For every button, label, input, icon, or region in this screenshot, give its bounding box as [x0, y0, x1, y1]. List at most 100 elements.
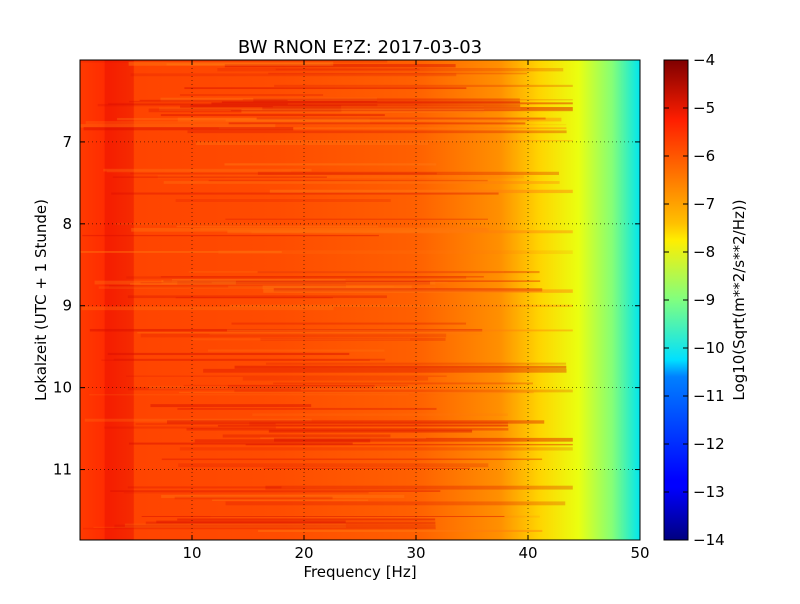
spectrogram-streak [106, 170, 292, 173]
spectrogram-streak [208, 179, 488, 182]
spectrogram-streak [188, 271, 505, 273]
spectrogram-streak [274, 84, 573, 87]
spectrogram-streak [83, 127, 294, 131]
spectrogram-streak [203, 368, 567, 373]
spectrogram-streak [131, 228, 489, 232]
spectrogram-streak [81, 306, 334, 311]
spectrogram-streak [141, 515, 505, 517]
spectrogram-streak [176, 225, 379, 228]
spectrogram-streak [195, 141, 429, 146]
spectrogram-streak [269, 189, 573, 194]
spectrogram-streak [207, 349, 385, 352]
spectrogram-streak [161, 280, 436, 284]
spectrogram-streak [224, 64, 456, 68]
y-tick-label: 11 [53, 461, 72, 479]
spectrogram-streak [113, 358, 386, 361]
spectrogram-streak [224, 163, 437, 166]
spectrogram-streak [222, 434, 391, 438]
spectrogram-streak [228, 285, 394, 288]
spectrogram-streak [234, 365, 567, 369]
spectrogram-streak [218, 250, 573, 254]
spectrogram-streak [93, 526, 347, 529]
spectrogram-streak [129, 100, 378, 103]
spectrogram-streak [163, 181, 560, 184]
spectrogram-streak [268, 72, 528, 75]
spectrogram-streak [114, 223, 274, 225]
spectrogram-streak [274, 140, 573, 142]
spectrogram-streak [82, 234, 379, 237]
spectrogram-streak [230, 110, 573, 112]
spectrogram-streak [140, 282, 346, 284]
spectrogram-streak [274, 437, 573, 442]
spectrogram-streak [159, 107, 521, 111]
plot-frame [79, 59, 641, 541]
spectrogram-streak [217, 424, 509, 427]
spectrogram-streak [262, 107, 573, 111]
spectrogram-streak [184, 87, 467, 90]
spectrogram-streak [156, 520, 346, 524]
spectrogram-streak [130, 172, 437, 175]
spectrogram-streak [127, 295, 387, 299]
spectrogram-streak [250, 124, 567, 126]
spectrogram-streak [150, 404, 312, 408]
spectrogram-streak [234, 389, 573, 393]
spectrogram-streak [251, 231, 450, 234]
spectrogram-streak [211, 102, 573, 105]
spectrogram-streak [145, 521, 436, 525]
colorbar-tick-label: −10 [693, 339, 725, 357]
x-axis-label: Frequency [Hz] [303, 563, 416, 581]
spectrogram-streak [161, 494, 405, 498]
spectrogram-streak [80, 60, 388, 63]
spectrogram-streak [177, 281, 431, 285]
spectrogram-streak [163, 280, 541, 283]
spectrogram-streak [130, 73, 457, 77]
y-tick-label: 7 [62, 133, 72, 151]
spectrogram-streak [103, 168, 312, 172]
colorbar-tick-label: −5 [693, 99, 715, 117]
spectrogram-streak [111, 192, 499, 195]
spectrogram-streak [187, 130, 567, 134]
spectrogram-streak [190, 104, 521, 107]
spectrogram-streak [260, 437, 427, 440]
spectrogram-streak [85, 121, 370, 125]
spectrogram-streak [82, 527, 436, 530]
spectrogram-streak [177, 518, 436, 521]
spectrogram-streak [126, 276, 467, 279]
spectrogram-streak [101, 359, 370, 361]
spectrogram-streak [273, 288, 543, 292]
colorbar-tick-label: −7 [693, 195, 715, 213]
spectrogram-streak [242, 376, 429, 381]
spectrogram-streak [273, 382, 533, 385]
spectrogram-streak [268, 429, 473, 433]
spectrogram-streak [140, 333, 447, 338]
spectrogram-streak [186, 428, 509, 431]
spectrogram-streak [229, 304, 573, 307]
spectrogram-streak [135, 423, 276, 425]
spectrogram-streak [139, 99, 288, 101]
spectrogram-streak [272, 106, 484, 109]
plot-area: 10 20 30 40 50 7 8 9 10 11 [53, 59, 650, 562]
spectrogram-streak [210, 515, 540, 518]
spectrogram-streak [265, 362, 567, 365]
spectrogram-streak [249, 421, 508, 426]
y-axis-label: Lokalzeit (UTC + 1 Stunde) [32, 199, 50, 401]
spectrogram-streak [160, 97, 377, 102]
y-tick-label: 10 [53, 379, 72, 397]
chart-title: BW RNON E?Z: 2017-03-03 [238, 37, 482, 58]
colorbar-tick-label: −11 [693, 387, 725, 405]
spectrogram-streak [108, 102, 288, 105]
spectrogram-streak [128, 387, 301, 391]
spectrogram-streak [126, 375, 447, 377]
spectrogram-streak [124, 523, 346, 528]
spectrogram-streak [218, 127, 567, 130]
spectrogram-streak [212, 499, 369, 501]
spectrogram-streak [225, 218, 488, 220]
spectrogram-streak [257, 270, 540, 274]
spectrogram-streak [191, 338, 411, 341]
spectrogram-streak [117, 117, 370, 121]
spectrogram-streak [179, 94, 324, 96]
spectrogram-streak [127, 486, 282, 489]
spectrogram-streak [263, 467, 470, 469]
spectrogram-streak [110, 490, 441, 492]
